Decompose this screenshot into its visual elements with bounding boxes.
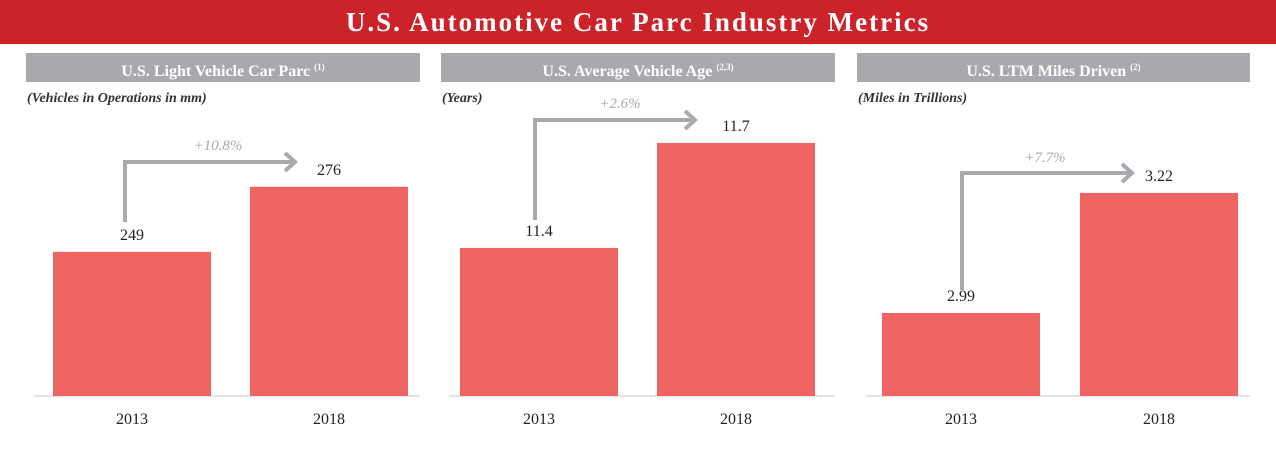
panel-title: U.S. LTM Miles Driven bbox=[966, 63, 1127, 80]
panel-header-miles-driven: U.S. LTM Miles Driven (2) bbox=[857, 53, 1250, 82]
value-label: 2.99 bbox=[947, 288, 975, 305]
x-tick-label: 2013 bbox=[523, 411, 555, 428]
panel-subtitle: (Miles in Trillions) bbox=[858, 91, 968, 106]
arrowhead-icon bbox=[1120, 162, 1135, 184]
growth-label: +7.7% bbox=[1024, 150, 1065, 166]
growth-arrow bbox=[123, 160, 295, 222]
x-tick-label: 2013 bbox=[116, 411, 148, 428]
footnote: (2) bbox=[1130, 62, 1141, 72]
growth-label: +2.6% bbox=[599, 96, 640, 112]
bar-2013 bbox=[882, 313, 1040, 396]
panel-header-car-parc: U.S. Light Vehicle Car Parc (1) bbox=[26, 53, 420, 82]
bar-2013 bbox=[53, 251, 211, 396]
value-label: 276 bbox=[317, 162, 341, 179]
x-tick-label: 2013 bbox=[945, 411, 977, 428]
footnote: (2,3) bbox=[716, 62, 734, 72]
bar-2013 bbox=[460, 247, 618, 396]
panel-header-vehicle-age: U.S. Average Vehicle Age (2,3) bbox=[441, 53, 835, 82]
growth-arrow bbox=[960, 171, 1132, 290]
arrowhead-icon bbox=[683, 109, 698, 131]
x-tick-label: 2018 bbox=[313, 411, 345, 428]
panel-title: U.S. Light Vehicle Car Parc bbox=[121, 63, 311, 80]
value-label: 249 bbox=[120, 227, 144, 244]
bar-2018 bbox=[657, 142, 815, 396]
value-label: 11.7 bbox=[722, 118, 749, 135]
footnote: (1) bbox=[314, 62, 325, 72]
growth-label: +10.8% bbox=[194, 138, 243, 154]
bar-2018 bbox=[1080, 192, 1238, 396]
value-label: 3.22 bbox=[1145, 168, 1173, 185]
x-tick-label: 2018 bbox=[1143, 411, 1175, 428]
page-title: U.S. Automotive Car Parc Industry Metric… bbox=[0, 0, 1276, 44]
panel-subtitle: (Years) bbox=[442, 91, 483, 106]
bar-2018 bbox=[250, 186, 408, 396]
panel-title: U.S. Average Vehicle Age bbox=[542, 63, 713, 80]
arrowhead-icon bbox=[283, 151, 298, 173]
panel-subtitle: (Vehicles in Operations in mm) bbox=[27, 91, 207, 106]
growth-arrow bbox=[533, 118, 695, 220]
x-tick-label: 2018 bbox=[720, 411, 752, 428]
value-label: 11.4 bbox=[525, 223, 552, 240]
